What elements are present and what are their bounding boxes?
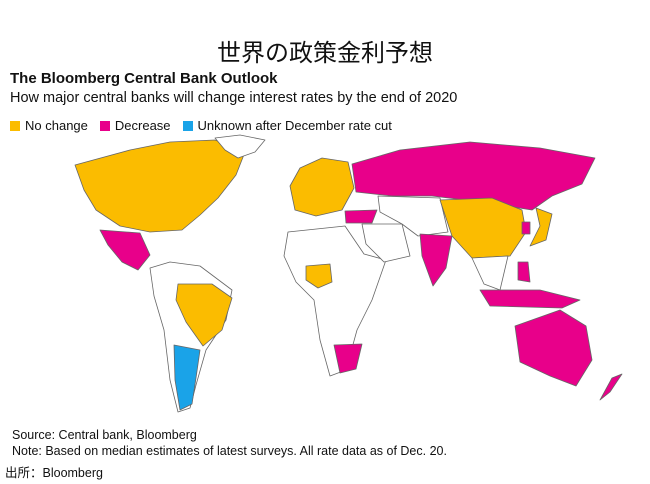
- legend-swatch: [182, 120, 193, 131]
- region-philippines: [517, 261, 531, 283]
- region-greenland: [214, 134, 266, 159]
- region-central-asia: [377, 195, 449, 237]
- region-nigeria: [305, 263, 333, 289]
- region-argentina: [173, 344, 201, 411]
- region-north-america: [74, 139, 246, 233]
- region-australia: [514, 309, 593, 387]
- region-russia: [351, 141, 596, 211]
- note-text: Note: Based on median estimates of lates…: [12, 444, 447, 458]
- legend-swatch: [99, 120, 110, 131]
- legend-item-no-change: No change: [10, 118, 88, 133]
- region-indonesia: [479, 289, 581, 309]
- source-text: Source: Central bank, Bloomberg: [12, 428, 197, 442]
- map-subtitle: How major central banks will change inte…: [10, 90, 458, 106]
- legend-item-decrease: Decrease: [99, 118, 171, 133]
- credit-text: 出所：Bloomberg: [5, 466, 103, 480]
- region-turkey: [344, 209, 378, 224]
- world-map: [74, 134, 623, 413]
- region-china: [439, 197, 527, 259]
- region-southeast-asia: [471, 255, 509, 291]
- region-india: [419, 233, 453, 287]
- legend-swatch: [10, 120, 20, 131]
- region-korea: [521, 221, 531, 235]
- map-title: The Bloomberg Central Bank Outlook: [10, 70, 278, 87]
- japanese-title: 世界の政策金利予想: [217, 39, 433, 67]
- region-brazil: [175, 283, 233, 347]
- region-south-africa: [333, 343, 363, 374]
- legend-item-unknown: Unknown after December rate cut: [182, 118, 392, 133]
- region-europe: [289, 157, 355, 217]
- legend: No change Decrease Unknown after Decembe…: [10, 118, 392, 133]
- region-middle-east: [361, 223, 411, 263]
- region-mexico: [99, 229, 151, 271]
- region-new-zealand: [599, 373, 623, 401]
- region-japan: [529, 207, 553, 247]
